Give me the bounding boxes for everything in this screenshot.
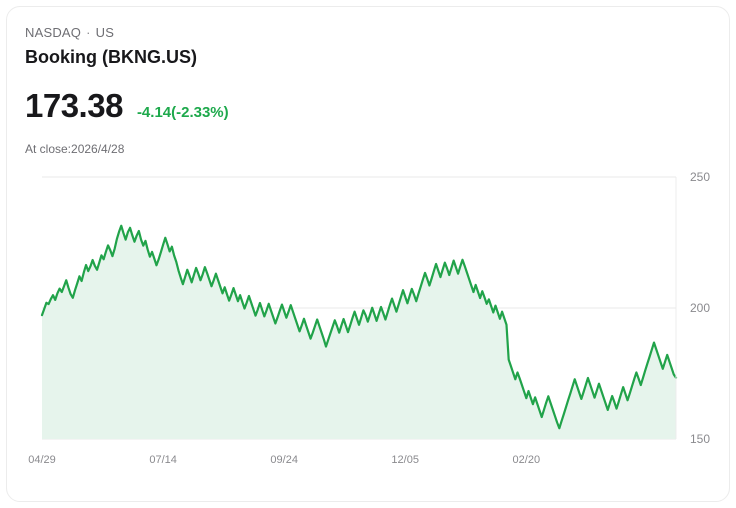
y-axis-tick-label: 150 <box>690 432 711 446</box>
exchange-row: NASDAQ · US <box>25 25 525 41</box>
price-change: -4.14(-2.33%) <box>136 104 229 121</box>
region-label: US <box>95 25 115 40</box>
stock-quote-card: NASDAQ · US Booking (BKNG.US) 173.38 -4.14… <box>6 6 730 502</box>
at-close-timestamp: At close:2026/4/28 <box>25 142 125 156</box>
x-axis-tick-label: 04/29 <box>28 454 56 466</box>
separator-dot: · <box>86 25 91 40</box>
x-axis-tick-label: 12/05 <box>391 454 419 466</box>
y-axis-tick-label: 200 <box>690 301 711 315</box>
chart-area-fill <box>42 225 676 439</box>
price-row: 173.38 -4.14(-2.33%) <box>25 87 525 125</box>
quote-header: NASDAQ · US Booking (BKNG.US) 173.38 -4.14… <box>25 25 525 157</box>
x-axis-tick-label: 02/20 <box>512 454 541 466</box>
x-axis-tick-label: 09/24 <box>270 454 298 466</box>
x-axis-tick-label: 07/14 <box>149 454 177 466</box>
current-price: 173.38 <box>25 87 123 124</box>
page-title: Booking (BKNG.US) <box>25 47 197 67</box>
chart-line <box>40 224 678 430</box>
chart-gridlines <box>42 176 676 440</box>
y-axis-tick-label: 250 <box>690 170 711 184</box>
exchange-name: NASDAQ <box>25 25 82 40</box>
